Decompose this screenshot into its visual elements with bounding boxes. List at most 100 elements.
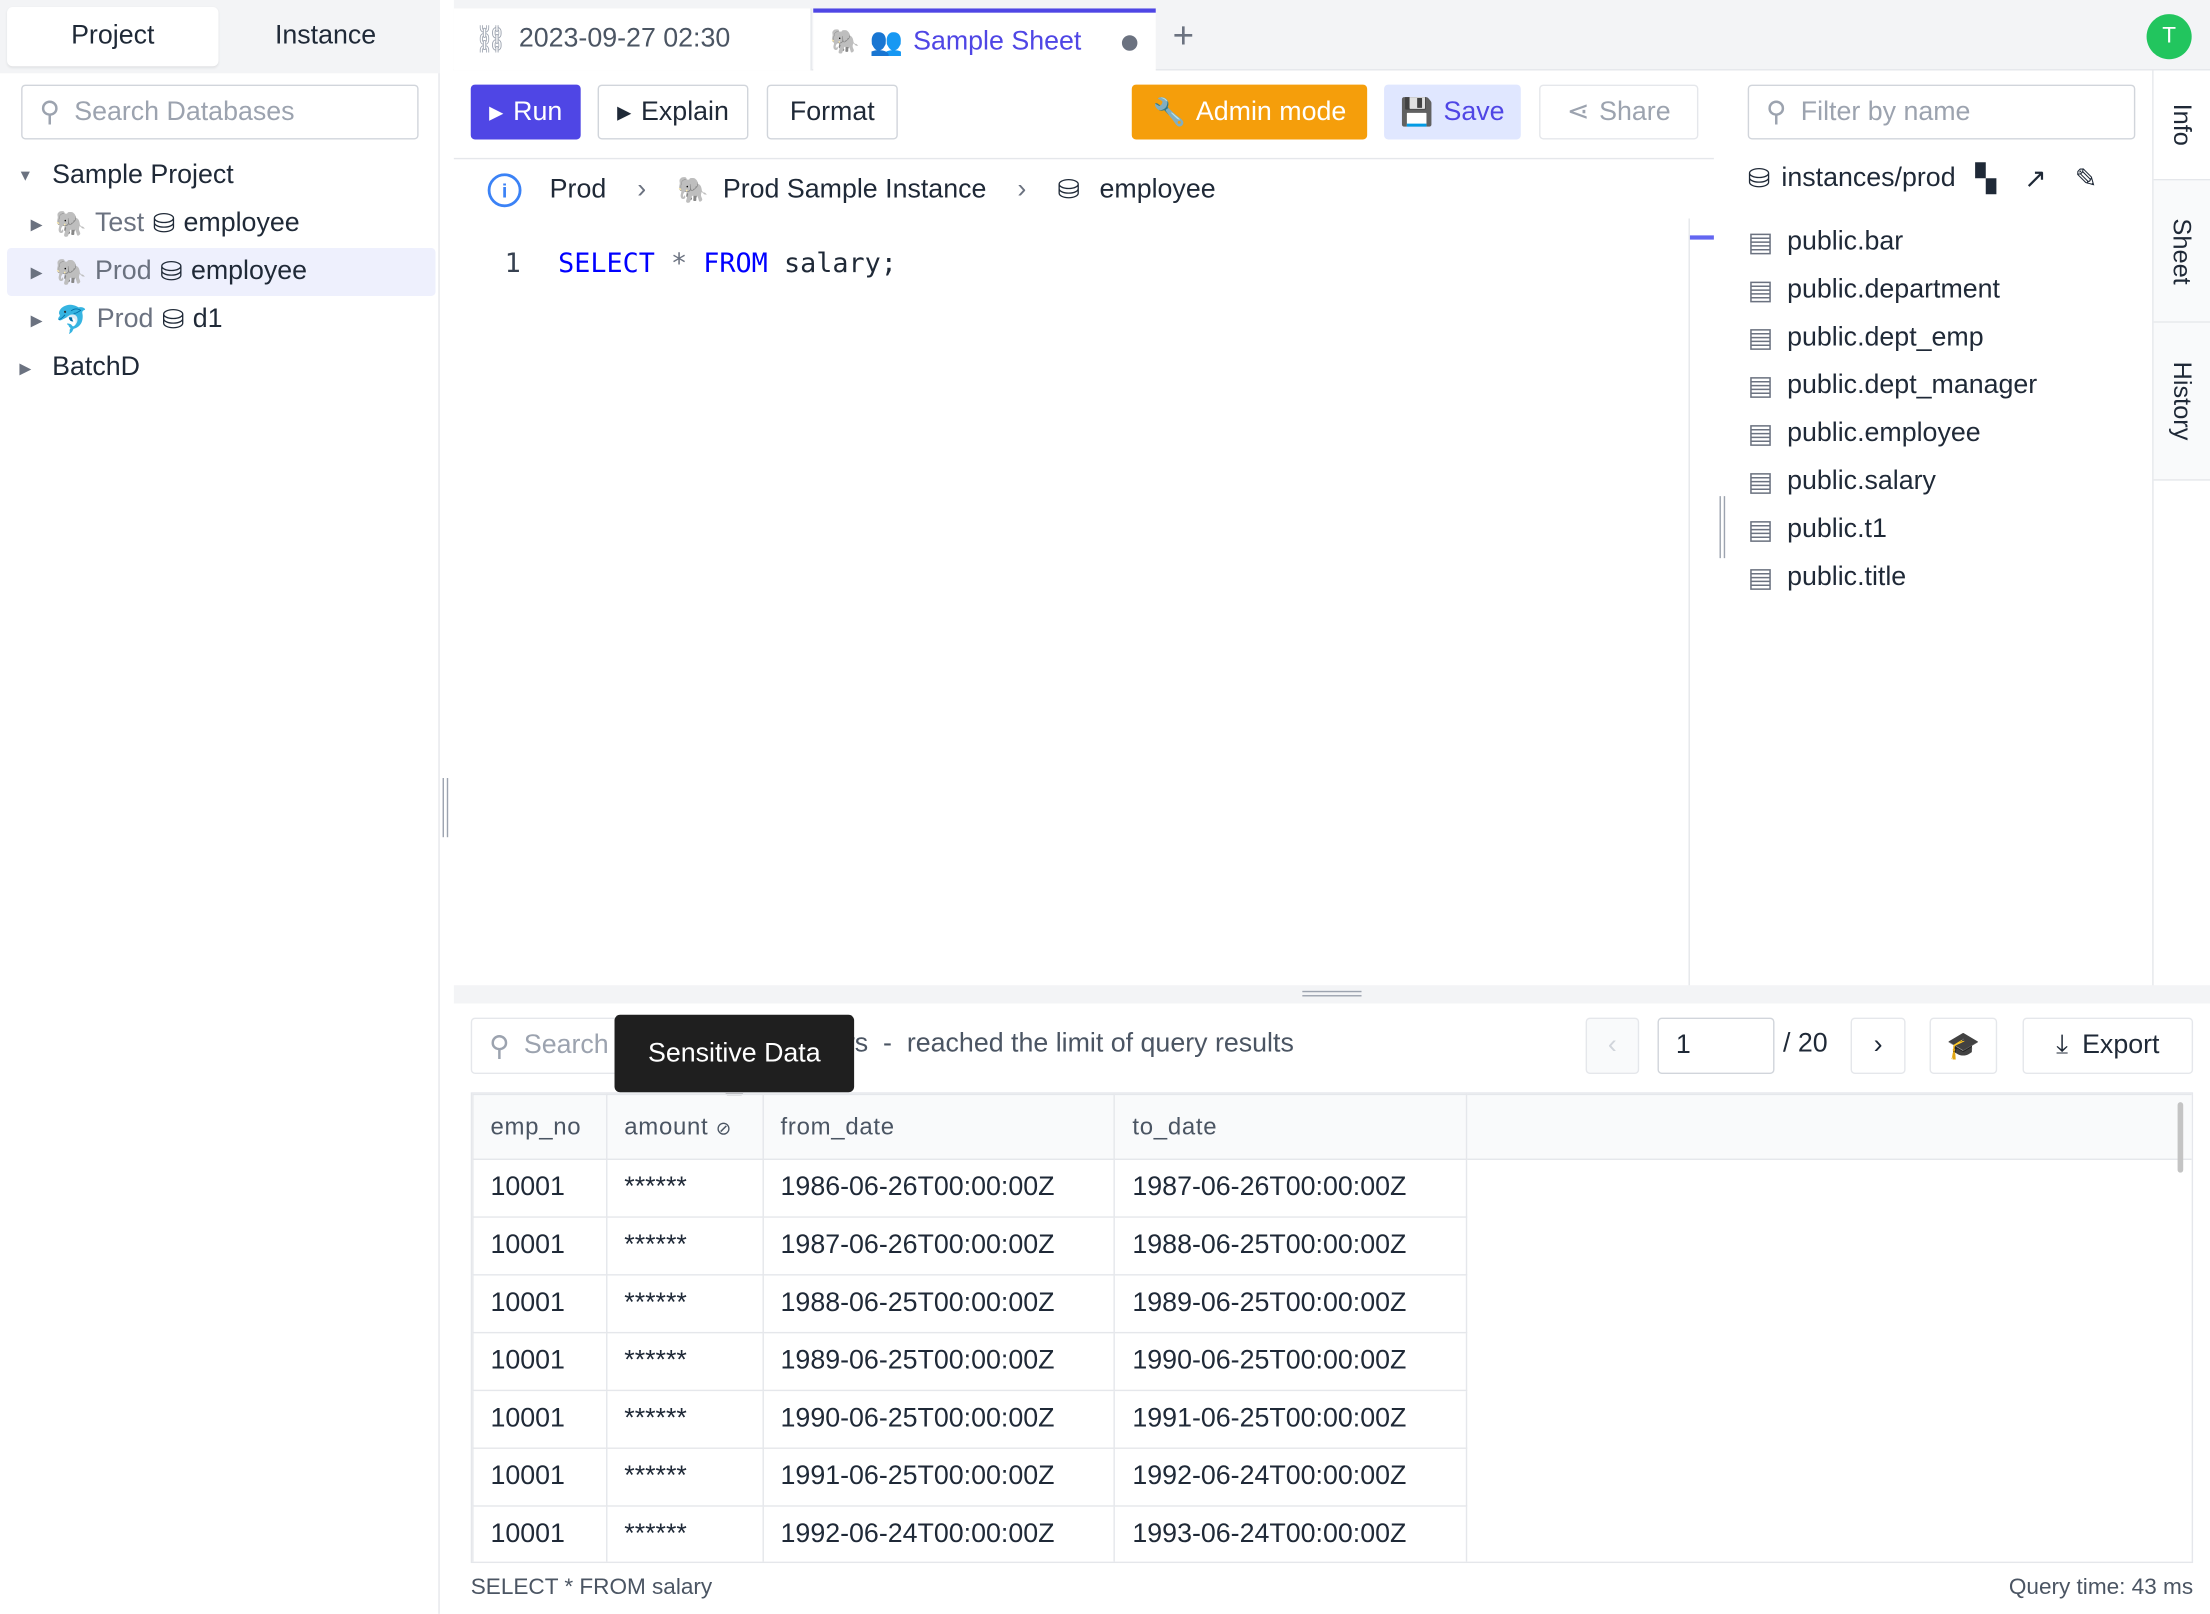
results-splitter[interactable]: [453, 985, 2210, 1004]
table-cell[interactable]: 1992-06-24T00:00:00Z: [1114, 1447, 1468, 1507]
share-icon: ⋖: [1566, 97, 1590, 127]
table-cell[interactable]: 10001: [472, 1158, 608, 1218]
table-cell[interactable]: 1992-06-24T00:00:00Z: [762, 1505, 1116, 1562]
caret-right-icon: ▶: [30, 216, 43, 234]
database-icon: ⛁: [160, 257, 183, 287]
breadcrumb-environment[interactable]: Prod: [549, 174, 607, 205]
table-cell[interactable]: ******: [605, 1505, 764, 1562]
tree-item-sample-project[interactable]: ▼ Sample Project: [7, 152, 435, 200]
database-icon: ⛁: [152, 209, 176, 239]
table-scrollbar[interactable]: [2177, 1102, 2184, 1173]
tree-item-prod-employee[interactable]: ▶ 🐘 Prod ⛁ employee: [7, 248, 436, 296]
visualize-button[interactable]: 🎓: [1929, 1017, 1998, 1074]
tab-instance[interactable]: Instance: [274, 21, 377, 51]
table-item[interactable]: ▤ public.employee: [1747, 418, 1981, 449]
table-cell[interactable]: ******: [605, 1216, 764, 1276]
table-item[interactable]: ▤ public.department: [1747, 274, 2000, 306]
export-button[interactable]: ⤓ Export: [2022, 1017, 2194, 1074]
table-cell[interactable]: 10001: [472, 1274, 608, 1334]
column-header-to-date[interactable]: to_date: [1114, 1093, 1468, 1160]
table-cell[interactable]: 1991-06-25T00:00:00Z: [1114, 1389, 1468, 1449]
table-item[interactable]: ▤ public.t1: [1747, 514, 1887, 545]
table-cell[interactable]: ******: [605, 1331, 764, 1392]
results-table-container: emp_no amount ⊘ from_date to_date 10001 *…: [470, 1092, 2194, 1564]
table-item[interactable]: ▤ public.dept_emp: [1747, 322, 1984, 354]
total-pages: / 20: [1782, 1028, 1828, 1059]
table-cell[interactable]: 10001: [472, 1216, 608, 1276]
table-cell[interactable]: 1987-06-26T00:00:00Z: [1114, 1158, 1468, 1218]
page-input[interactable]: 1: [1657, 1017, 1775, 1074]
tree-item-prod-d1[interactable]: ▶ 🐬 Prod ⛁ d1: [7, 296, 435, 344]
table-item[interactable]: ▤ public.salary: [1747, 466, 1936, 497]
editor-scrollbar[interactable]: [1688, 218, 1714, 987]
table-cell[interactable]: 1986-06-26T00:00:00Z: [762, 1158, 1116, 1218]
table-cell[interactable]: ******: [605, 1158, 764, 1218]
results-status: 0 rows - reached the limit of query resu…: [789, 1028, 1294, 1059]
table-icon: ▤: [1747, 323, 1774, 354]
table-cell-filler: [1465, 1448, 2192, 1506]
results-table: emp_no amount ⊘ from_date to_date 10001 *…: [472, 1093, 2192, 1562]
add-tab-button[interactable]: +: [1172, 14, 1195, 57]
side-tab-info[interactable]: Info: [2153, 70, 2210, 181]
filter-by-name-input[interactable]: ⚲ Filter by name: [1747, 84, 2136, 140]
sql-editor[interactable]: 1 SELECT * FROM salary;: [479, 242, 1688, 975]
splitter-handle[interactable]: [1302, 990, 1362, 997]
breadcrumb-database[interactable]: employee: [1099, 174, 1216, 205]
tree-item-test-employee[interactable]: ▶ 🐘 Test ⛁ employee: [7, 200, 435, 248]
search-databases-input[interactable]: ⚲ Search Databases: [21, 84, 419, 140]
format-button[interactable]: Format: [766, 84, 898, 140]
search-icon: ⚲: [489, 1031, 510, 1063]
side-tab-history[interactable]: History: [2153, 322, 2210, 481]
table-cell[interactable]: 1990-06-25T00:00:00Z: [762, 1389, 1116, 1449]
table-cell[interactable]: ******: [605, 1389, 764, 1449]
table-cell[interactable]: 10001: [472, 1505, 608, 1562]
panel-resize-handle[interactable]: [1719, 496, 1726, 559]
column-header-emp-no[interactable]: emp_no: [472, 1093, 608, 1160]
table-cell[interactable]: 10001: [472, 1389, 608, 1449]
table-row: 10001 ****** 1991-06-25T00:00:00Z 1992-06-2…: [472, 1447, 2192, 1507]
edit-icon[interactable]: ✎: [2074, 164, 2098, 194]
table-cell[interactable]: 1989-06-25T00:00:00Z: [1114, 1274, 1468, 1334]
tab-sheet-2023[interactable]: ⛓ 2023-09-27 02:30: [453, 8, 812, 71]
avatar[interactable]: T: [2146, 14, 2192, 60]
table-item[interactable]: ▤ public.title: [1747, 562, 1907, 593]
table-cell-filler: [1465, 1274, 2192, 1333]
schema-path: ⛁ instances/prod ▚ ↗ ✎: [1747, 163, 2098, 194]
breadcrumb-instance[interactable]: Prod Sample Instance: [722, 174, 987, 205]
table-cell[interactable]: ******: [605, 1274, 764, 1334]
sidebar-resize-handle[interactable]: [442, 778, 449, 838]
table-cell[interactable]: 10001: [472, 1447, 608, 1507]
info-icon[interactable]: i: [487, 173, 522, 208]
table-cell[interactable]: ******: [605, 1447, 764, 1507]
prev-page-button[interactable]: ‹: [1585, 1017, 1640, 1074]
side-tab-sheet[interactable]: Sheet: [2153, 180, 2210, 323]
table-cell[interactable]: 10001: [472, 1331, 608, 1392]
next-page-button[interactable]: ›: [1850, 1017, 1906, 1074]
table-cell[interactable]: 1988-06-25T00:00:00Z: [1114, 1216, 1468, 1276]
external-link-icon[interactable]: ↗: [2024, 164, 2047, 194]
share-button[interactable]: ⋖ Share: [1539, 84, 1699, 140]
table-item[interactable]: ▤ public.dept_manager: [1747, 370, 2038, 401]
table-cell[interactable]: 1988-06-25T00:00:00Z: [762, 1274, 1116, 1334]
tab-sample-sheet[interactable]: 🐘 👥 Sample Sheet: [813, 8, 1156, 72]
sidebar: Project Instance ⚲ Search Databases ▼ Sa…: [0, 0, 440, 1614]
caret-down-icon: ▼: [17, 167, 34, 185]
table-item[interactable]: ▤ public.bar: [1747, 226, 1904, 258]
save-button[interactable]: 💾 Save: [1384, 84, 1521, 140]
table-cell[interactable]: 1987-06-26T00:00:00Z: [762, 1216, 1116, 1276]
table-cell[interactable]: 1989-06-25T00:00:00Z: [762, 1331, 1116, 1392]
tree-item-batchd[interactable]: ▶ BatchD: [7, 344, 435, 392]
table-cell[interactable]: 1990-06-25T00:00:00Z: [1114, 1331, 1468, 1392]
table-cell[interactable]: 1993-06-24T00:00:00Z: [1114, 1505, 1468, 1562]
column-header-from-date[interactable]: from_date: [762, 1093, 1116, 1160]
explain-button[interactable]: ▶ Explain: [597, 84, 749, 140]
divider: [2152, 70, 2154, 987]
schema-diagram-icon[interactable]: ▚: [1975, 164, 1996, 194]
admin-mode-button[interactable]: 🔧 Admin mode: [1131, 84, 1368, 140]
sensitive-data-tooltip: Sensitive Data: [614, 1014, 855, 1104]
table-cell[interactable]: 1991-06-25T00:00:00Z: [762, 1447, 1116, 1507]
tab-project[interactable]: Project: [7, 7, 219, 67]
run-button[interactable]: ▶ Run: [470, 84, 581, 140]
play-icon: ▶: [489, 100, 504, 122]
column-header-amount[interactable]: amount ⊘: [605, 1093, 764, 1160]
